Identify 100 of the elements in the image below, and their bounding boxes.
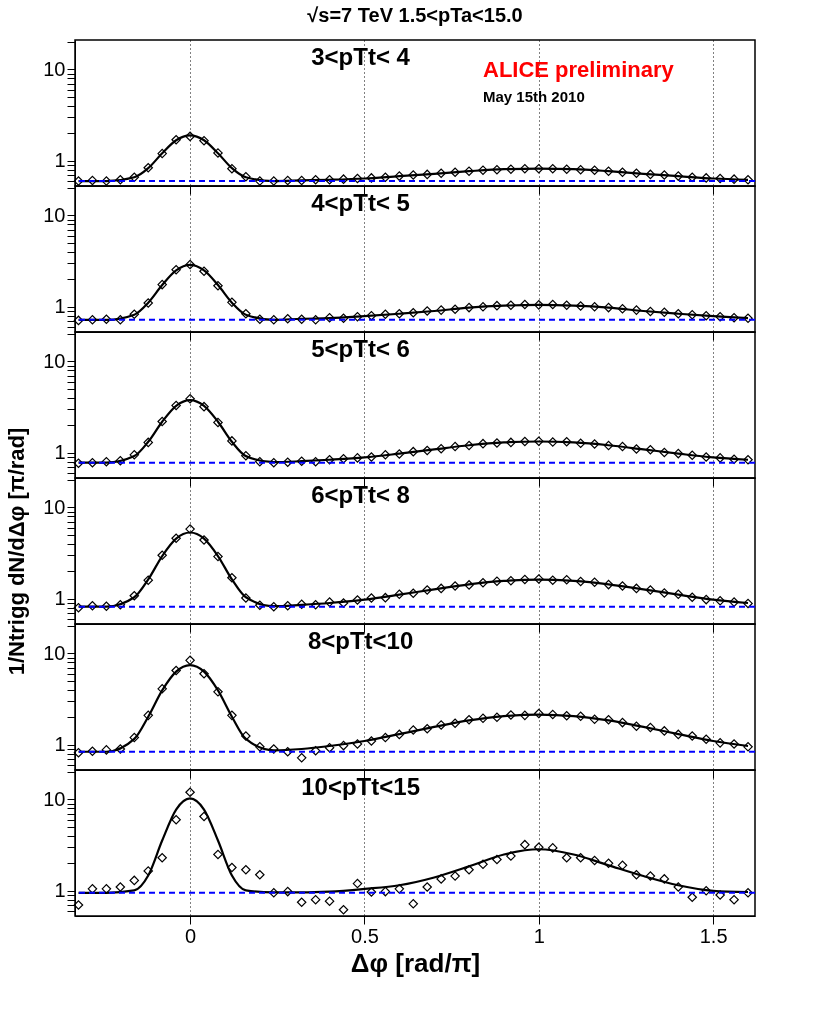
- point: [408, 899, 419, 909]
- x-tick-label: 0: [185, 924, 197, 947]
- point: [115, 882, 126, 892]
- point: [729, 597, 739, 607]
- point: [631, 869, 642, 880]
- point: [157, 684, 167, 694]
- point: [115, 315, 126, 325]
- point: [589, 855, 600, 866]
- point: [673, 308, 684, 319]
- point: [589, 577, 600, 587]
- annotation: ALICE preliminary: [483, 57, 675, 82]
- point: [73, 602, 84, 613]
- point: [575, 438, 586, 449]
- point: [506, 710, 516, 720]
- point: [715, 453, 725, 463]
- point: [534, 163, 544, 174]
- point: [296, 599, 307, 610]
- point: [450, 718, 460, 729]
- point: [241, 308, 251, 319]
- point: [575, 852, 586, 863]
- point: [631, 721, 642, 731]
- point: [227, 436, 237, 446]
- point: [631, 444, 642, 454]
- point: [129, 309, 140, 319]
- point: [394, 589, 405, 600]
- point: [199, 401, 209, 412]
- point: [673, 882, 684, 892]
- point: [506, 575, 516, 586]
- point: [617, 304, 628, 314]
- point: [575, 301, 586, 311]
- point: [268, 315, 279, 325]
- point: [352, 311, 363, 322]
- point: [436, 443, 446, 454]
- point: [366, 887, 377, 897]
- point: [143, 437, 154, 448]
- point: [296, 314, 307, 325]
- point: [101, 314, 112, 325]
- point: [241, 171, 251, 182]
- point: [380, 732, 391, 743]
- point: [631, 305, 642, 315]
- point: [645, 306, 656, 317]
- point: [478, 302, 488, 312]
- point: [408, 725, 419, 735]
- point: [338, 454, 349, 464]
- point: [73, 176, 84, 186]
- point: [547, 437, 558, 447]
- point: [743, 598, 753, 609]
- point: [659, 307, 670, 318]
- point: [199, 668, 209, 679]
- point: [408, 170, 419, 180]
- point: [185, 787, 195, 797]
- point: [241, 593, 251, 603]
- point: [687, 450, 698, 461]
- point: [687, 309, 698, 320]
- y-tick-label: 10: [43, 57, 66, 80]
- point: [73, 747, 84, 758]
- point: [255, 176, 265, 186]
- point: [492, 854, 502, 865]
- point: [450, 581, 460, 591]
- point: [645, 585, 656, 595]
- point: [352, 453, 363, 463]
- point: [464, 166, 474, 176]
- point: [310, 894, 321, 905]
- point: [282, 457, 293, 467]
- point: [310, 746, 321, 756]
- point: [115, 600, 126, 610]
- y-tick-label: 1: [54, 441, 66, 464]
- point: [701, 886, 711, 896]
- point: [87, 457, 98, 468]
- point: [464, 302, 474, 313]
- point: [617, 581, 628, 591]
- point: [506, 164, 516, 174]
- point: [520, 436, 530, 447]
- y-axis-title: 1/Ntrigg dN/dΔφ [π/rad]: [4, 427, 30, 676]
- point: [561, 852, 572, 863]
- point: [157, 148, 167, 159]
- point: [227, 297, 237, 308]
- point: [687, 892, 698, 903]
- chart-subtitle: 5<pTt< 6: [311, 335, 410, 362]
- point: [255, 314, 265, 325]
- point: [464, 440, 474, 451]
- point: [520, 574, 530, 585]
- point: [199, 535, 209, 545]
- point: [492, 438, 502, 448]
- point: [255, 456, 265, 467]
- point: [617, 167, 628, 178]
- x-axis-title: Δφ [rad/π]: [350, 947, 481, 978]
- point: [185, 131, 195, 142]
- point: [282, 175, 293, 186]
- point: [157, 279, 167, 290]
- point: [645, 871, 656, 881]
- chart-title: √s=7 TeV 1.5<pTa<15.0: [307, 4, 523, 26]
- point: [547, 163, 558, 174]
- point: [338, 904, 349, 915]
- point: [296, 175, 307, 186]
- point: [422, 306, 432, 316]
- point: [701, 594, 711, 605]
- point: [506, 851, 516, 861]
- point: [729, 312, 739, 323]
- point: [101, 601, 112, 611]
